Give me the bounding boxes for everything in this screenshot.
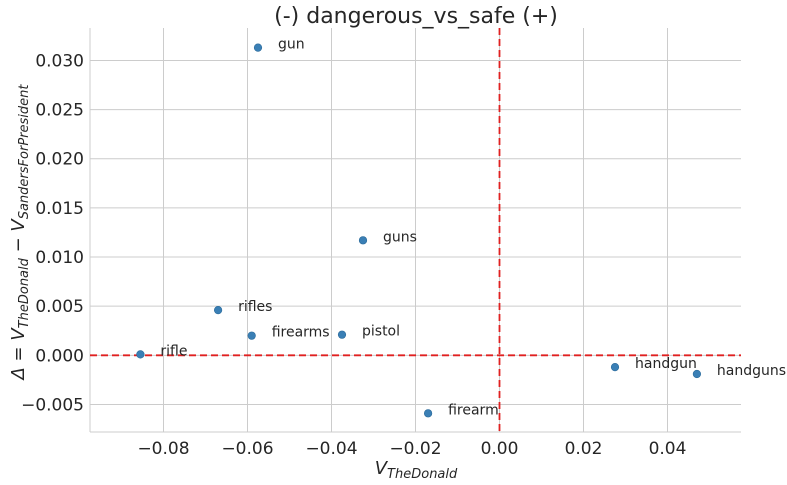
data-points — [136, 43, 702, 418]
point-label: firearm — [448, 402, 499, 418]
x-axis-label-sub: TheDonald — [387, 467, 458, 482]
y-axis-label-prefix: Δ = V — [8, 327, 29, 382]
x-tick-label: 0.04 — [649, 439, 687, 459]
point-label: rifles — [238, 299, 272, 315]
data-point — [136, 350, 145, 359]
y-axis-label-mid: − V — [8, 218, 29, 259]
x-tick-label: −0.08 — [137, 439, 189, 459]
x-tick-label: −0.04 — [305, 439, 357, 459]
x-axis-label: VTheDonald — [375, 458, 458, 482]
x-tick-labels: −0.08 −0.06 −0.04 −0.02 0.00 0.02 0.04 — [137, 439, 686, 459]
axes-spines — [89, 28, 741, 433]
point-label: handgun — [635, 356, 697, 372]
data-point — [692, 369, 702, 379]
y-tick-label: 0.025 — [35, 101, 84, 121]
y-axis-label: Δ = VTheDonald − VSandersForPresident — [8, 84, 32, 382]
reference-lines — [90, 28, 741, 432]
y-tick-label: 0.000 — [35, 346, 84, 366]
y-tick-label: 0.015 — [35, 199, 84, 219]
data-point — [424, 409, 433, 418]
point-label: gun — [278, 37, 305, 53]
y-tick-label: −0.005 — [21, 395, 84, 415]
y-tick-labels: −0.005 0.000 0.005 0.010 0.015 0.020 0.025 0.03… — [21, 51, 84, 415]
y-tick-label: 0.010 — [35, 248, 84, 268]
data-point — [337, 330, 347, 339]
data-point — [358, 236, 368, 245]
y-tick-label: 0.005 — [35, 297, 84, 317]
y-tick-label: 0.020 — [35, 150, 84, 170]
y-tick-label: 0.030 — [35, 51, 84, 71]
point-label: firearms — [272, 325, 330, 341]
x-tick-label: −0.06 — [221, 439, 273, 459]
grid — [90, 28, 741, 432]
point-label: handguns — [717, 363, 786, 379]
data-point — [610, 363, 620, 372]
point-label: rifle — [160, 343, 187, 359]
data-point — [214, 306, 223, 315]
x-axis-label-base: V — [375, 458, 389, 479]
point-label: pistol — [362, 324, 400, 340]
data-point — [253, 43, 263, 52]
y-axis-label-sub1: TheDonald — [17, 257, 32, 328]
x-tick-label: −0.02 — [389, 439, 441, 459]
point-label: guns — [383, 229, 417, 245]
chart-title: (-) dangerous_vs_safe (+) — [274, 4, 558, 29]
x-tick-label: 0.02 — [565, 439, 603, 459]
x-tick-label: 0.00 — [481, 439, 519, 459]
y-axis-label-sub2: SandersForPresident — [17, 84, 32, 220]
data-point — [247, 331, 256, 340]
